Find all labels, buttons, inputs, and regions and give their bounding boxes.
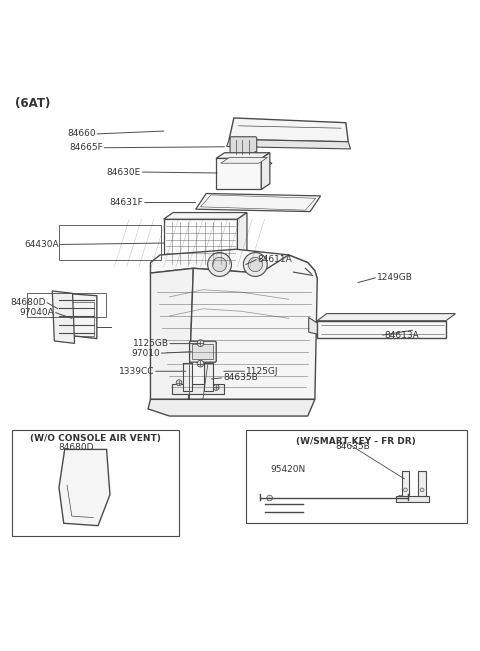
Text: (6AT): (6AT) (14, 97, 50, 110)
Bar (246, 430, 468, 523)
Text: 84635B: 84635B (336, 442, 371, 451)
Polygon shape (216, 153, 270, 158)
Polygon shape (196, 193, 321, 212)
Text: 1125GJ: 1125GJ (246, 367, 278, 376)
Polygon shape (150, 268, 193, 399)
Circle shape (420, 488, 424, 492)
Bar (59, 302, 95, 336)
Text: 84665F: 84665F (69, 143, 103, 152)
Polygon shape (164, 219, 238, 267)
Text: 84660: 84660 (67, 130, 96, 139)
Circle shape (243, 253, 267, 277)
Circle shape (404, 488, 408, 492)
Polygon shape (148, 399, 315, 416)
Circle shape (248, 257, 263, 271)
FancyBboxPatch shape (230, 137, 257, 157)
Text: 84611A: 84611A (258, 255, 292, 264)
Text: 84631F: 84631F (109, 198, 144, 207)
Bar (192, 344, 214, 359)
Circle shape (398, 495, 404, 501)
Polygon shape (216, 158, 261, 189)
Bar (59, 225, 161, 260)
Text: 1339CC: 1339CC (119, 367, 154, 376)
Polygon shape (227, 139, 350, 149)
Text: (W/O CONSOLE AIR VENT): (W/O CONSOLE AIR VENT) (30, 434, 161, 443)
Circle shape (197, 340, 204, 346)
Circle shape (197, 360, 204, 367)
Bar (12, 430, 179, 536)
Text: 97040A: 97040A (19, 308, 54, 317)
Bar (204, 363, 214, 391)
Bar (418, 471, 426, 499)
Text: 84613A: 84613A (384, 331, 419, 340)
Text: 84680D: 84680D (59, 443, 95, 452)
Polygon shape (150, 249, 317, 279)
Polygon shape (309, 318, 317, 334)
Text: 95420N: 95420N (270, 465, 305, 474)
Bar (402, 471, 409, 499)
Circle shape (176, 380, 182, 385)
Circle shape (208, 253, 231, 277)
Polygon shape (189, 255, 317, 399)
Circle shape (213, 257, 227, 271)
Bar (172, 384, 224, 394)
Text: 1125GB: 1125GB (132, 339, 168, 348)
FancyBboxPatch shape (190, 341, 216, 362)
Circle shape (214, 385, 219, 391)
Text: 97010: 97010 (131, 349, 160, 357)
Polygon shape (317, 314, 456, 321)
Text: 84680D: 84680D (10, 298, 46, 307)
Polygon shape (261, 153, 270, 189)
Polygon shape (221, 158, 267, 163)
Circle shape (267, 495, 273, 501)
Polygon shape (56, 294, 97, 339)
Polygon shape (251, 152, 272, 166)
Text: 1249GB: 1249GB (377, 273, 413, 283)
Polygon shape (229, 118, 348, 142)
Bar (396, 496, 429, 502)
Text: (W/SMART KEY - FR DR): (W/SMART KEY - FR DR) (297, 437, 416, 445)
Polygon shape (238, 212, 247, 267)
Polygon shape (164, 212, 247, 219)
Bar (183, 363, 192, 391)
Text: 84635B: 84635B (223, 374, 258, 382)
Text: 84630E: 84630E (107, 167, 141, 176)
Polygon shape (59, 449, 110, 525)
Bar (27, 293, 106, 317)
Text: 64430A: 64430A (24, 240, 59, 249)
Polygon shape (52, 291, 74, 343)
Polygon shape (317, 321, 446, 338)
